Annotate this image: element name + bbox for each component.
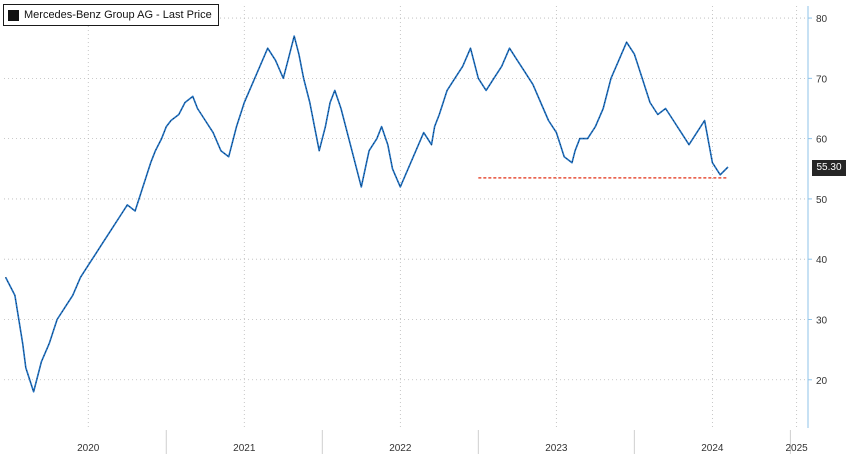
- y-tick-label-70: 70: [816, 74, 828, 85]
- y-tick-label-80: 80: [816, 14, 828, 25]
- x-tick-label-2025: 2025: [786, 443, 809, 454]
- price-series-line: [4, 35, 729, 393]
- x-axis-labels: 2020 2021 2022 2023 2024 2025: [77, 443, 808, 454]
- x-tick-label-2023: 2023: [545, 443, 568, 454]
- x-tick-label-2022: 2022: [389, 443, 412, 454]
- y-tick-label-50: 50: [816, 195, 828, 206]
- x-tick-label-2020: 2020: [77, 443, 100, 454]
- gridlines: [4, 6, 806, 428]
- legend-swatch: [8, 9, 19, 21]
- year-dividers: [165, 430, 791, 454]
- y-tick-label-20: 20: [816, 376, 828, 387]
- chart-legend: Mercedes-Benz Group AG - Last Price: [3, 4, 219, 26]
- price-series-shadow: [5, 36, 729, 393]
- y-axis-ticks: 20 30 40 50 60 70 80: [808, 14, 828, 387]
- x-tick-label-2024: 2024: [701, 443, 724, 454]
- y-tick-label-60: 60: [816, 135, 828, 146]
- last-price-badge: 55.30: [812, 160, 846, 176]
- legend-label: Mercedes-Benz Group AG - Last Price: [24, 9, 212, 21]
- y-tick-label-30: 30: [816, 315, 828, 326]
- y-tick-label-40: 40: [816, 255, 828, 266]
- x-tick-label-2021: 2021: [233, 443, 256, 454]
